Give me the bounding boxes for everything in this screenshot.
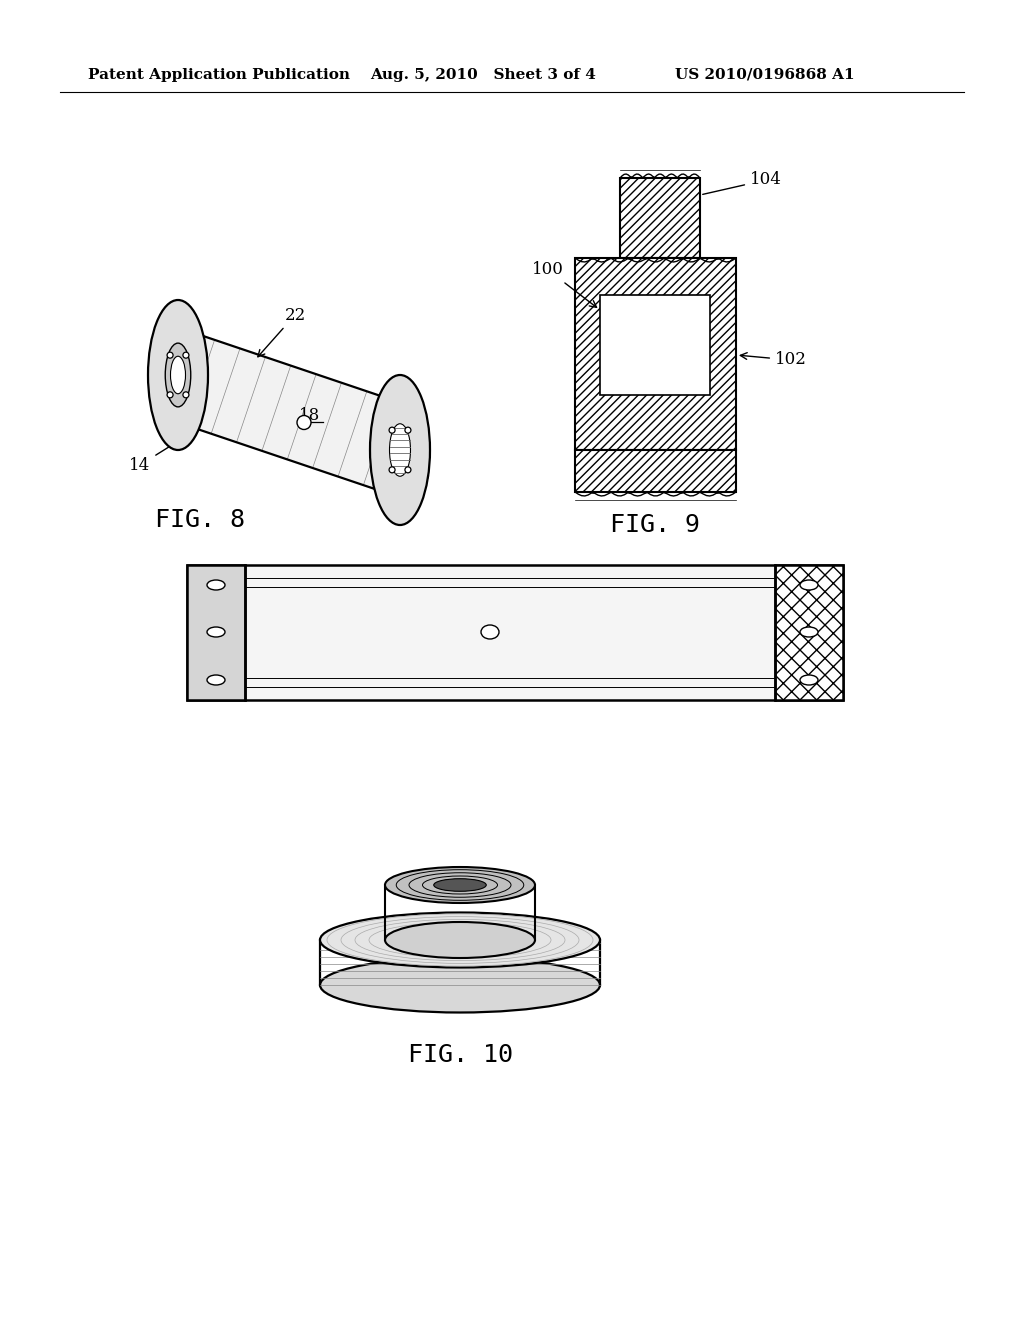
Text: 18: 18 [299,407,321,424]
Ellipse shape [297,416,311,429]
Ellipse shape [800,579,818,590]
Text: FIG. 8: FIG. 8 [155,508,245,532]
Bar [575,450,736,492]
Ellipse shape [171,356,185,393]
Ellipse shape [165,343,190,407]
Ellipse shape [207,627,225,638]
Ellipse shape [434,879,486,891]
Text: 14: 14 [129,442,176,474]
Ellipse shape [800,627,818,638]
Text: 104: 104 [702,172,782,194]
Ellipse shape [370,375,430,525]
Ellipse shape [167,392,173,397]
Ellipse shape [319,957,600,1012]
Ellipse shape [183,352,189,358]
Text: FIG. 10: FIG. 10 [408,1043,512,1067]
Ellipse shape [389,428,395,433]
Text: US 2010/0196868 A1: US 2010/0196868 A1 [675,69,855,82]
Text: Patent Application Publication: Patent Application Publication [88,69,350,82]
Text: 22: 22 [258,306,305,356]
Ellipse shape [404,428,411,433]
Ellipse shape [481,624,499,639]
Ellipse shape [167,352,173,358]
Ellipse shape [207,579,225,590]
Bar [620,178,700,257]
Text: 26: 26 [392,461,430,483]
Ellipse shape [404,467,411,473]
Ellipse shape [319,912,600,968]
Bar [775,565,843,700]
Text: 102: 102 [740,351,807,368]
Ellipse shape [385,921,535,958]
Ellipse shape [207,675,225,685]
Polygon shape [164,333,415,492]
Bar [187,565,245,700]
Text: Aug. 5, 2010   Sheet 3 of 4: Aug. 5, 2010 Sheet 3 of 4 [370,69,596,82]
Bar [600,294,710,395]
Ellipse shape [148,300,208,450]
Ellipse shape [800,675,818,685]
Ellipse shape [183,392,189,397]
Ellipse shape [389,467,395,473]
Ellipse shape [389,424,411,477]
Bar [187,565,843,700]
Bar [575,257,736,450]
Text: FIG. 9: FIG. 9 [610,513,700,537]
Ellipse shape [385,867,535,903]
Text: 100: 100 [532,261,597,308]
